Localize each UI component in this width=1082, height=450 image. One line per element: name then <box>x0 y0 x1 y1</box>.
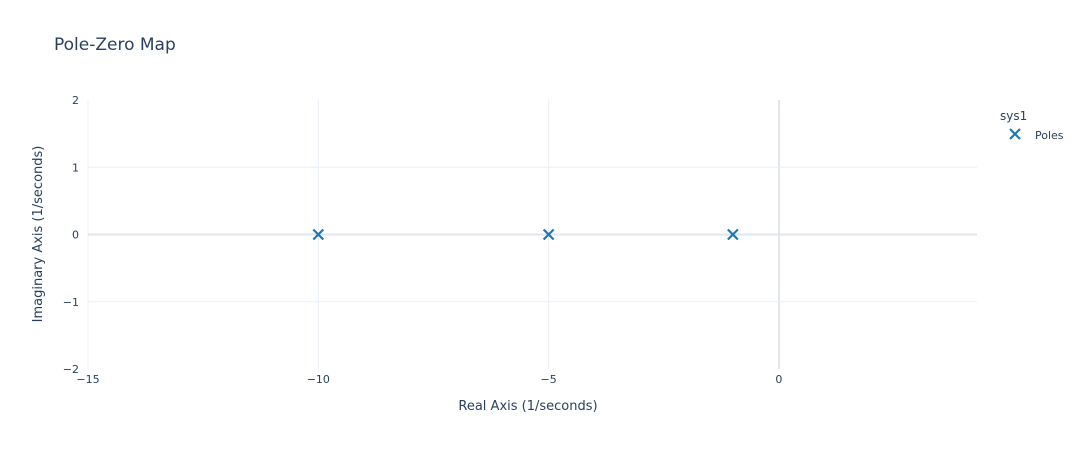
x-tick-label: 0 <box>775 373 782 386</box>
marker-layer <box>312 228 739 241</box>
legend-label-poles: Poles <box>1035 129 1064 142</box>
y-axis-title: Imaginary Axis (1/seconds) <box>31 146 46 323</box>
pole-marker <box>312 228 325 241</box>
legend-x-marker <box>1009 128 1021 140</box>
x-tick-label: −10 <box>307 373 330 386</box>
x-axis-title: Real Axis (1/seconds) <box>458 399 597 414</box>
legend-title: sys1 <box>1000 109 1027 123</box>
y-tick-label: −1 <box>63 296 79 309</box>
pole-marker <box>542 228 555 241</box>
legend-x-marker-icon <box>1009 128 1021 140</box>
y-tick-label: 2 <box>72 94 79 107</box>
y-tick-label: 1 <box>72 161 79 174</box>
y-tick-label: 0 <box>72 229 79 242</box>
legend: sys1 Poles <box>1000 109 1064 142</box>
x-tick-label: −15 <box>76 373 99 386</box>
x-tick-label: −5 <box>541 373 557 386</box>
y-tick-label: −2 <box>63 363 79 376</box>
chart-title: Pole-Zero Map <box>54 35 176 55</box>
grid-layer <box>87 100 977 369</box>
legend-item-poles[interactable]: Poles <box>1009 128 1064 142</box>
pole-marker <box>727 228 739 241</box>
